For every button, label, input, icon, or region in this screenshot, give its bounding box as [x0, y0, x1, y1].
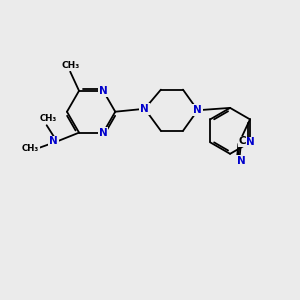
Text: CH₃: CH₃ — [22, 144, 39, 153]
Text: N: N — [99, 86, 108, 96]
Text: N: N — [193, 105, 202, 115]
Text: CH₃: CH₃ — [40, 114, 57, 123]
Text: N: N — [140, 104, 149, 114]
Text: C: C — [239, 136, 246, 146]
Text: N: N — [49, 136, 58, 146]
Text: N: N — [237, 156, 245, 166]
Text: N: N — [246, 137, 254, 147]
Text: CH₃: CH₃ — [61, 61, 79, 70]
Text: N: N — [99, 128, 108, 138]
